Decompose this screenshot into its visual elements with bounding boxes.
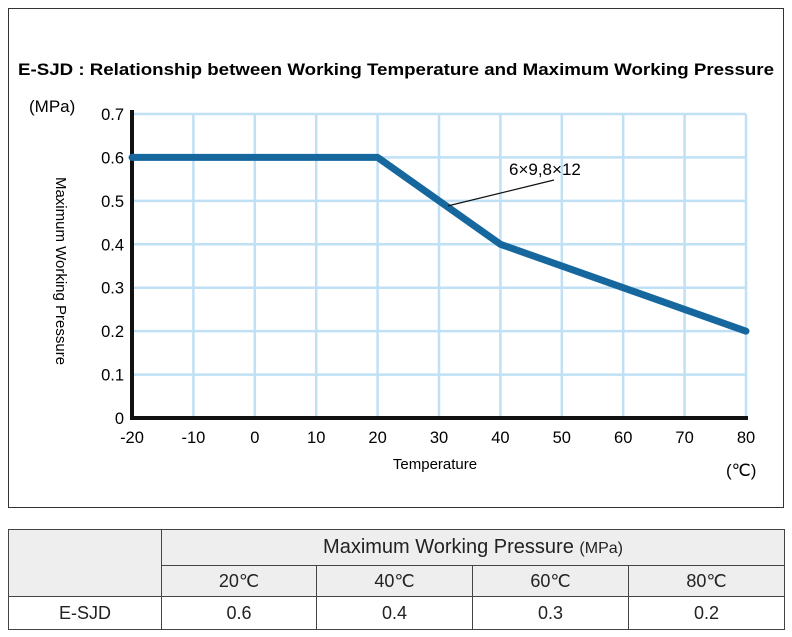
tick-labels: -20 -10 0 10 20 30 40 50 60 70 80 0 0.1 0.2 0.3 0.4 0.5 0…	[101, 106, 755, 447]
annotation-leader-line	[447, 179, 555, 207]
y-unit-label: (MPa)	[29, 97, 75, 116]
table-temp-cell: 60℃	[472, 565, 629, 597]
table-main-header-text: Maximum Working Pressure	[323, 536, 574, 558]
series-line	[128, 153, 750, 335]
table-corner-cell	[8, 529, 162, 597]
y-tick-label: 0.3	[101, 280, 124, 298]
table-value-cell: 0.2	[628, 596, 785, 630]
x-unit-label: (℃)	[726, 461, 756, 480]
x-tick-label: 40	[491, 429, 509, 447]
table-main-header: Maximum Working Pressure (MPa)	[161, 529, 785, 566]
y-tick-label: 0	[115, 410, 124, 428]
table-temp-cell: 20℃	[161, 565, 317, 597]
table-temp-cell: 40℃	[316, 565, 473, 597]
y-axis-title: Maximum Working Pressure	[52, 177, 69, 365]
table-header-row: Maximum Working Pressure (MPa)	[8, 529, 785, 597]
x-tick-label: 30	[430, 429, 448, 447]
y-tick-label: 0.6	[101, 149, 124, 167]
y-tick-label: 0.4	[101, 236, 124, 254]
x-axis-title: Temperature	[393, 456, 477, 473]
table-row: E-SJD 0.6 0.4 0.3 0.2	[8, 596, 785, 630]
x-tick-label: -10	[181, 429, 205, 447]
x-tick-label: 70	[675, 429, 693, 447]
grid-layer	[132, 112, 748, 418]
x-tick-label: 0	[250, 429, 259, 447]
chart-panel: E-SJD : Relationship between Working Tem…	[8, 8, 784, 508]
x-tick-label: 80	[737, 429, 755, 447]
table-row-label: E-SJD	[8, 596, 162, 630]
x-tick-label: 20	[368, 429, 386, 447]
y-tick-label: 0.1	[101, 367, 124, 385]
x-tick-label: 10	[307, 429, 325, 447]
chart-title: E-SJD : Relationship between Working Tem…	[18, 60, 774, 79]
annotation-label: 6×9,8×12	[509, 160, 581, 179]
table-value-cell: 0.6	[161, 596, 317, 630]
y-tick-label: 0.7	[101, 106, 124, 124]
pressure-table: Maximum Working Pressure (MPa) 20℃ 40℃ 6…	[8, 529, 785, 630]
table-temp-cell: 80℃	[628, 565, 785, 597]
annotation-layer: 6×9,8×12	[447, 160, 581, 207]
y-tick-label: 0.2	[101, 323, 124, 341]
table-unit: (MPa)	[579, 540, 623, 557]
axes-layer	[130, 110, 748, 420]
table-value-cell: 0.4	[316, 596, 473, 630]
table-temperature-row: 20℃ 40℃ 60℃ 80℃	[9, 565, 785, 597]
chart-svg: E-SJD : Relationship between Working Tem…	[18, 60, 774, 480]
y-tick-label: 0.5	[101, 193, 124, 211]
x-tick-label: 60	[614, 429, 632, 447]
x-tick-label: 50	[553, 429, 571, 447]
table-value-cell: 0.3	[472, 596, 629, 630]
x-tick-label: -20	[120, 429, 144, 447]
series-layer	[128, 153, 750, 335]
